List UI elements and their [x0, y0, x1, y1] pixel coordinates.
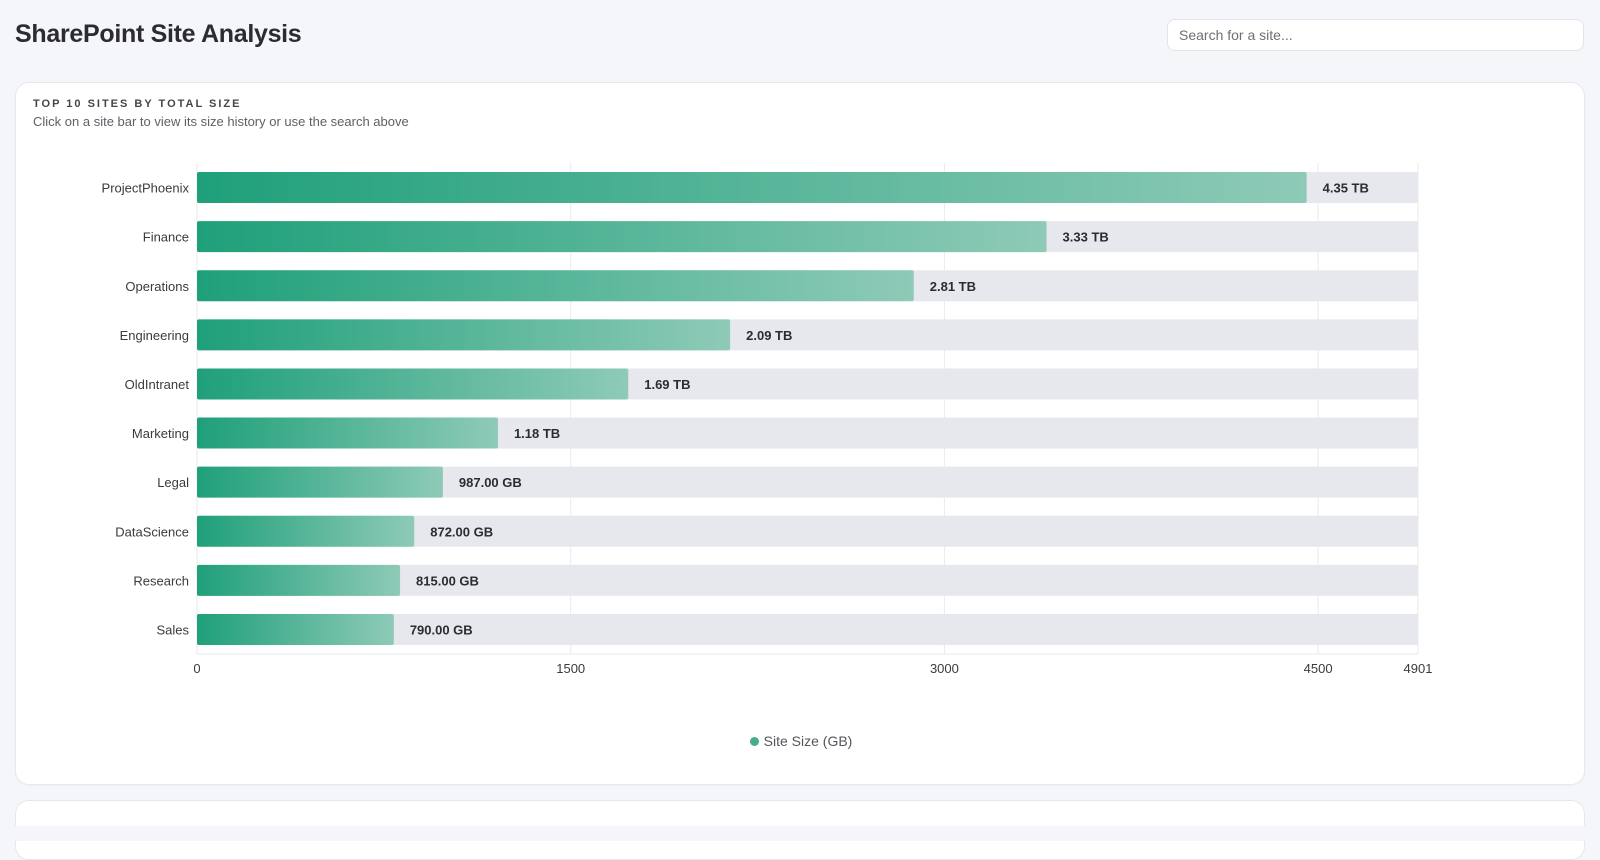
data-label: 1.18 TB	[514, 426, 560, 441]
bar-sales[interactable]	[197, 613, 394, 645]
category-label: ProjectPhoenix	[102, 181, 190, 196]
bar-track	[197, 613, 1418, 645]
bar-oldintranet[interactable]	[197, 368, 629, 400]
page-header: SharePoint Site Analysis	[0, 0, 1600, 78]
x-tick-label: 4500	[1304, 661, 1333, 676]
category-label: Marketing	[132, 426, 189, 441]
data-label: 872.00 GB	[430, 524, 493, 539]
bar-research[interactable]	[197, 564, 401, 596]
site-search-input[interactable]	[1167, 19, 1584, 51]
category-label: Operations	[125, 279, 189, 294]
legend-swatch	[749, 737, 759, 746]
bar-legal[interactable]	[197, 466, 443, 498]
data-label: 1.69 TB	[644, 377, 690, 392]
x-tick-label: 3000	[930, 661, 959, 676]
data-label: 987.00 GB	[459, 475, 522, 490]
card-subtitle: Click on a site bar to view its size his…	[33, 114, 409, 129]
x-tick-label: 1500	[556, 661, 585, 676]
x-tick-label: 4901	[1404, 661, 1433, 676]
data-label: 790.00 GB	[410, 622, 473, 637]
bar-track	[197, 564, 1418, 596]
page-title: SharePoint Site Analysis	[15, 20, 302, 48]
bar-finance[interactable]	[197, 221, 1047, 253]
category-label: Sales	[156, 622, 189, 637]
top-sites-card: TOP 10 SITES BY TOTAL SIZE Click on a si…	[15, 82, 1585, 785]
data-label: 3.33 TB	[1063, 230, 1109, 245]
legend-label: Site Size (GB)	[763, 733, 853, 749]
data-label: 4.35 TB	[1323, 181, 1369, 196]
category-label: Research	[133, 573, 189, 588]
card-title: TOP 10 SITES BY TOTAL SIZE	[33, 98, 242, 110]
category-label: Finance	[143, 230, 189, 245]
site-size-bar-chart: ProjectPhoenix 4.35 TB Finance 3.33 TB Opera…	[102, 163, 1433, 676]
bar-marketing[interactable]	[197, 417, 498, 449]
bar-datascience[interactable]	[197, 515, 415, 547]
category-label: OldIntranet	[125, 377, 190, 392]
category-label: DataScience	[115, 524, 189, 539]
data-label: 2.81 TB	[930, 279, 976, 294]
x-tick-label: 0	[193, 661, 200, 676]
data-label: 815.00 GB	[416, 573, 479, 588]
category-label: Legal	[157, 475, 189, 490]
bar-engineering[interactable]	[197, 319, 731, 351]
bar-projectphoenix[interactable]	[197, 172, 1307, 204]
data-label: 2.09 TB	[746, 328, 792, 343]
chart-legend: Site Size (GB)	[16, 733, 1586, 749]
bar-operations[interactable]	[197, 270, 914, 302]
category-label: Engineering	[120, 328, 189, 343]
